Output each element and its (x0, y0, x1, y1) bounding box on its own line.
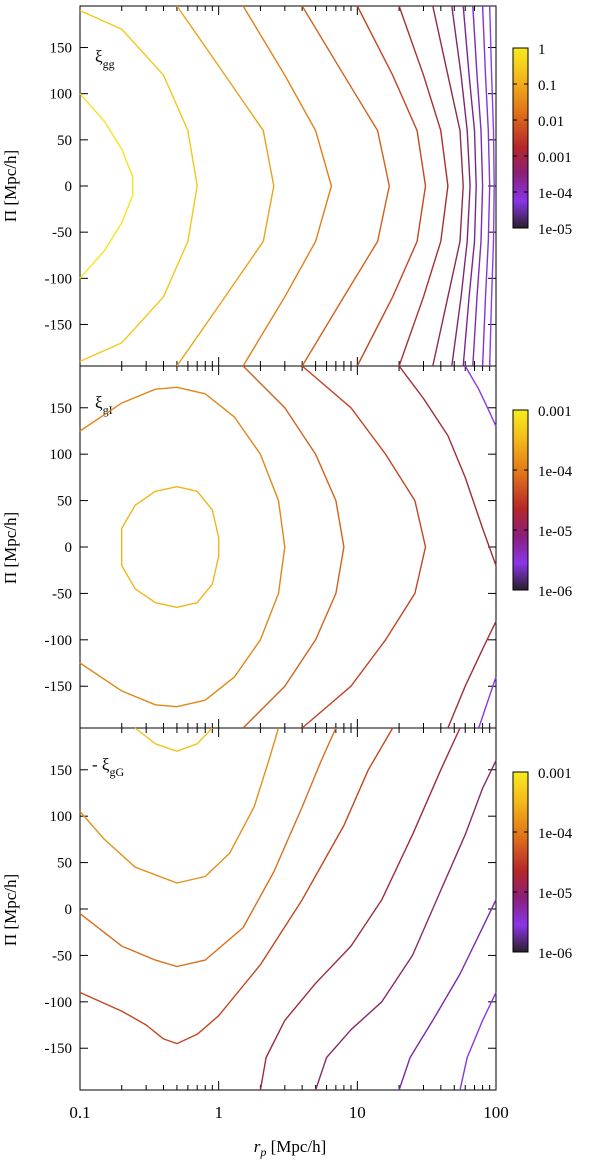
colorbar (512, 409, 529, 591)
label-sub: gG (110, 765, 125, 779)
y-tick-label: -150 (45, 679, 73, 695)
label-sub: gg (103, 57, 115, 71)
panel-label: ξgI (95, 393, 113, 417)
contour-line-c4 (301, 365, 427, 729)
y-tick-label: 150 (50, 763, 73, 779)
contour-line-c8 (432, 5, 464, 367)
label-prefix: - (92, 755, 102, 774)
contour-line-c11 (472, 5, 484, 367)
label-main: ξ (95, 393, 103, 412)
y-tick-label: -100 (45, 995, 73, 1011)
label-main: ξ (102, 755, 110, 774)
colorbar-tick-label: 1e-06 (538, 946, 573, 962)
colorbar-tick-label: 0.001 (538, 404, 572, 420)
y-tick-label: -100 (45, 633, 73, 649)
y-tick-label: 150 (50, 401, 73, 417)
contour-line-c5 (301, 5, 390, 367)
y-tick-label: 100 (50, 87, 73, 103)
plot-frame (79, 727, 497, 1091)
y-tick-label: -150 (45, 317, 73, 333)
contour-line-c3 (79, 727, 337, 968)
colorbar-tick-label: 1e-05 (538, 886, 572, 902)
contour-line-c4 (242, 5, 333, 367)
panel-label: - ξgG (92, 755, 125, 779)
contour-line-c6 (314, 760, 497, 1091)
contour-line-c7 (464, 365, 497, 427)
contour-line-c6 (356, 5, 427, 367)
y-tick-label: 100 (50, 809, 73, 825)
colorbar-tick-label: 0.001 (538, 766, 572, 782)
contour-line-c10 (462, 5, 477, 367)
colorbar-tick-label: 1 (538, 42, 546, 58)
colorbar-tick-label: 0.001 (538, 150, 572, 166)
y-axis-label: Π [Mpc/h] (1, 874, 20, 946)
colorbar-tick-label: 1e-04 (538, 464, 573, 480)
contour-line-c6 (447, 620, 497, 729)
contour-line-c2 (79, 386, 286, 708)
colorbar-tick-label: 1e-06 (538, 584, 573, 600)
y-tick-label: 150 (50, 41, 73, 57)
y-tick-label: 0 (65, 902, 73, 918)
y-tick-label: 50 (57, 133, 72, 149)
y-tick-label: 50 (57, 856, 72, 872)
x-tick-label: 1 (214, 1103, 223, 1122)
plot-frame (79, 5, 497, 367)
x-tick-label: 100 (483, 1103, 509, 1122)
contour-line-c12 (481, 5, 491, 367)
contour-line-c3 (242, 365, 345, 729)
contour-line-c2 (79, 9, 198, 363)
x-tick-label: 0.1 (69, 1103, 90, 1122)
y-tick-label: -50 (52, 586, 72, 602)
y-tick-label: 0 (65, 179, 73, 195)
y-axis-label: Π [Mpc/h] (1, 150, 20, 222)
contour-line-c9 (451, 5, 471, 367)
contour-line-c13 (489, 5, 495, 367)
contour-line-c8 (478, 676, 497, 729)
y-tick-label: -100 (45, 271, 73, 287)
y-tick-label: -50 (52, 948, 72, 964)
x-label-main: r (254, 1137, 261, 1156)
contour-line-c8 (459, 992, 497, 1091)
x-axis-label: rp [Mpc/h] (254, 1137, 327, 1159)
panel-xi-gi: ξgI Π [Mpc/h] 0.001 1e-04 1e-05 1e-06 (1, 365, 573, 729)
y-tick-label: 100 (50, 447, 73, 463)
y-tick-label: 50 (57, 494, 72, 510)
contour-line-c2 (79, 727, 280, 884)
colorbar-tick-label: 1e-05 (538, 222, 572, 238)
y-axis-label: Π [Mpc/h] (1, 512, 20, 584)
colorbar (512, 47, 529, 229)
contour-line-c7 (398, 899, 497, 1091)
contour-line-c3 (176, 5, 275, 367)
x-label-rest: [Mpc/h] (266, 1137, 326, 1156)
panel-xi-gg: ξgg Π [Mpc/h] 1 0.1 0.01 0.001 1e-04 1e-… (1, 5, 573, 367)
contour-line-c5 (259, 727, 461, 1091)
x-tick-label: 10 (349, 1103, 366, 1122)
contour-line-c1 (121, 486, 220, 608)
y-tick-label: -150 (45, 1041, 73, 1057)
plot-frame (79, 365, 497, 729)
colorbar-tick-label: 0.1 (538, 78, 557, 94)
y-tick-label: -50 (52, 225, 72, 241)
panel-xi-gg-shear: - ξgG Π [Mpc/h] 0.001 1e-04 1e-05 1e-06 … (1, 727, 573, 1159)
contour-line-c7 (398, 5, 449, 367)
label-sub: gI (103, 403, 113, 417)
contour-line-c5 (398, 365, 497, 566)
colorbar-tick-label: 1e-04 (538, 186, 573, 202)
contour-line-c1 (134, 727, 213, 752)
x-label-sub: p (259, 1145, 266, 1159)
colorbar-tick-label: 1e-04 (538, 826, 573, 842)
y-tick-label: 0 (65, 540, 73, 556)
colorbar-tick-label: 0.01 (538, 114, 564, 130)
panel-label: ξgg (95, 47, 115, 71)
colorbar (512, 771, 529, 953)
colorbar-tick-label: 1e-05 (538, 524, 572, 540)
contour-line-c1 (79, 93, 134, 279)
label-main: ξ (95, 47, 103, 66)
contour-line-c4 (79, 727, 394, 1045)
